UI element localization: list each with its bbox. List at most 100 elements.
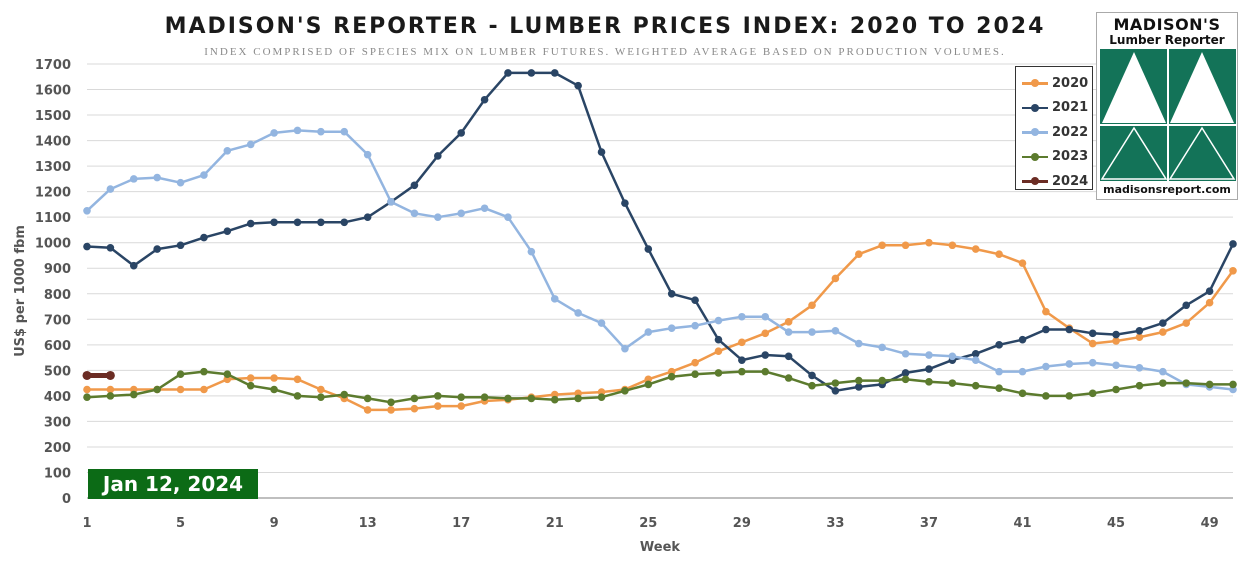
data-point-2023 bbox=[784, 374, 793, 382]
x-tick-label: 49 bbox=[1201, 516, 1219, 531]
data-point-2023 bbox=[1205, 380, 1214, 389]
y-tick-label: 1500 bbox=[35, 109, 71, 124]
data-point-2023 bbox=[925, 378, 933, 386]
data-point-2023 bbox=[1182, 379, 1191, 387]
data-point-2022 bbox=[153, 173, 161, 182]
data-point-2020 bbox=[854, 250, 863, 258]
data-point-2022 bbox=[480, 204, 489, 213]
y-tick-label: 600 bbox=[44, 339, 71, 354]
x-tick-labels: 1 5 9 13 17 21 25 29 33 37 41 45 49 bbox=[82, 516, 1218, 531]
data-point-2020 bbox=[1205, 298, 1214, 307]
data-point-2022 bbox=[457, 209, 466, 218]
data-point-2022 bbox=[761, 312, 770, 321]
y-tick-label: 1200 bbox=[35, 186, 71, 201]
data-point-2021 bbox=[784, 352, 793, 361]
data-point-2022 bbox=[223, 147, 232, 155]
legend-label: 2022 bbox=[1052, 124, 1089, 140]
data-point-2021 bbox=[808, 371, 816, 380]
data-point-2022 bbox=[1042, 362, 1050, 371]
data-point-2021 bbox=[410, 181, 419, 190]
data-point-2022 bbox=[317, 127, 325, 136]
data-point-2021 bbox=[995, 341, 1003, 349]
data-point-2020 bbox=[808, 301, 816, 310]
data-point-2023 bbox=[714, 369, 723, 377]
data-point-2021 bbox=[1088, 329, 1097, 338]
x-tick-label: 25 bbox=[639, 516, 657, 531]
data-point-2020 bbox=[1088, 339, 1097, 348]
data-point-2021 bbox=[176, 241, 185, 250]
data-point-2022 bbox=[574, 309, 582, 317]
data-point-2022 bbox=[948, 352, 957, 361]
data-point-2021 bbox=[480, 95, 489, 104]
data-point-2021 bbox=[691, 296, 699, 304]
data-point-2020 bbox=[457, 402, 466, 410]
data-point-2021 bbox=[831, 386, 840, 395]
data-point-2021 bbox=[925, 365, 933, 373]
logo-tree bbox=[1100, 126, 1168, 180]
series-2023 bbox=[83, 367, 1237, 407]
data-point-2023 bbox=[808, 381, 816, 390]
data-point-2021 bbox=[83, 242, 91, 251]
data-point-2022 bbox=[387, 198, 395, 206]
data-point-2023 bbox=[948, 379, 957, 387]
data-point-2020 bbox=[1182, 319, 1191, 327]
data-point-2020 bbox=[434, 402, 442, 410]
data-point-2020 bbox=[293, 375, 302, 384]
series-2020 bbox=[83, 238, 1237, 414]
x-tick-label: 17 bbox=[452, 516, 470, 531]
data-point-2022 bbox=[527, 247, 536, 256]
x-tick-label: 5 bbox=[176, 516, 185, 531]
data-point-2021 bbox=[340, 218, 349, 227]
x-tick-label: 9 bbox=[270, 516, 279, 531]
data-point-2022 bbox=[831, 326, 840, 335]
data-point-2023 bbox=[363, 394, 372, 403]
data-point-2023 bbox=[106, 392, 115, 400]
data-point-2022 bbox=[1088, 358, 1097, 367]
legend-item-2021: 2021 bbox=[1022, 96, 1092, 121]
data-point-2023 bbox=[1159, 379, 1167, 387]
data-point-2022 bbox=[363, 150, 372, 159]
legend-marker bbox=[1031, 79, 1039, 88]
y-tick-label: 800 bbox=[44, 288, 71, 303]
data-point-2022 bbox=[246, 140, 255, 149]
data-point-2020 bbox=[1018, 259, 1027, 267]
chart-subtitle: INDEX COMPRISED OF SPECIES MIX ON LUMBER… bbox=[204, 46, 1006, 58]
data-point-2021 bbox=[550, 69, 559, 77]
data-point-2020 bbox=[971, 245, 980, 253]
data-point-2021 bbox=[200, 233, 208, 242]
data-point-2022 bbox=[714, 316, 723, 325]
y-tick-label: 0 bbox=[62, 492, 71, 507]
legend-swatch bbox=[1022, 127, 1048, 137]
data-point-2024 bbox=[82, 370, 92, 380]
data-point-2020 bbox=[1135, 333, 1144, 341]
data-point-2022 bbox=[293, 126, 302, 135]
y-tick-label: 1000 bbox=[35, 237, 71, 252]
data-point-2023 bbox=[550, 395, 559, 404]
data-point-2020 bbox=[995, 250, 1003, 258]
data-point-2021 bbox=[761, 351, 770, 359]
data-point-2020 bbox=[387, 406, 395, 414]
data-point-2023 bbox=[1042, 392, 1050, 400]
y-tick-label: 200 bbox=[44, 441, 71, 456]
data-point-2021 bbox=[971, 349, 980, 358]
data-point-2020 bbox=[317, 385, 325, 394]
legend-swatch bbox=[1022, 152, 1048, 162]
data-point-2020 bbox=[176, 385, 185, 394]
data-point-2021 bbox=[667, 289, 676, 298]
legend-marker bbox=[1031, 103, 1039, 112]
y-tick-label: 400 bbox=[44, 390, 71, 405]
data-point-2023 bbox=[831, 379, 840, 387]
data-point-2020 bbox=[1229, 266, 1237, 275]
data-point-2022 bbox=[1159, 367, 1167, 376]
data-point-2021 bbox=[574, 81, 582, 90]
data-point-2021 bbox=[153, 245, 161, 253]
legend-swatch bbox=[1022, 103, 1048, 113]
data-point-2021 bbox=[1205, 287, 1214, 296]
data-point-2022 bbox=[667, 324, 676, 333]
data-point-2023 bbox=[854, 376, 863, 385]
y-tick-label: 700 bbox=[44, 313, 71, 328]
logo-url: madisonsreport.com bbox=[1103, 183, 1231, 196]
legend-swatch bbox=[1022, 78, 1048, 88]
data-point-2022 bbox=[504, 213, 512, 221]
